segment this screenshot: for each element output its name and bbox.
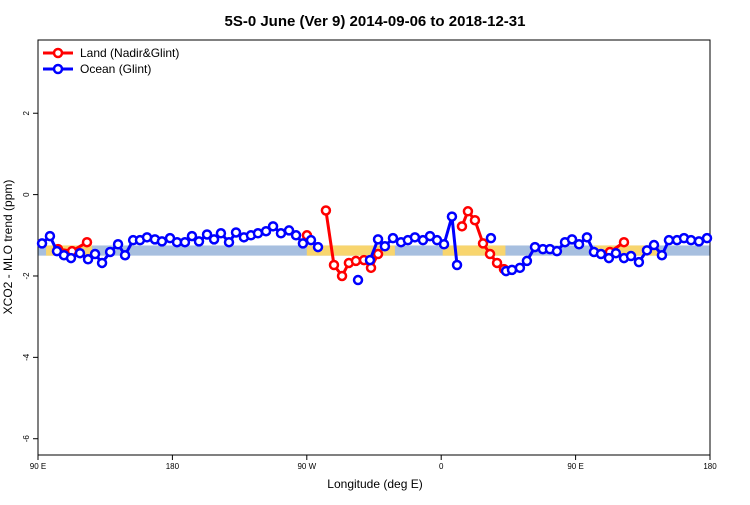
data-point xyxy=(610,247,622,259)
data-point xyxy=(551,245,563,257)
data-point xyxy=(186,230,198,242)
data-point xyxy=(446,211,458,222)
data-point xyxy=(328,259,340,271)
data-point xyxy=(223,236,235,248)
y-tick-label: 2 xyxy=(22,110,31,115)
x-tick-label: 180 xyxy=(166,462,180,471)
data-point xyxy=(283,225,295,236)
data-point xyxy=(36,238,48,249)
data-point xyxy=(260,225,272,237)
background-band xyxy=(595,245,660,256)
x-tick-label: 0 xyxy=(439,462,444,471)
x-tick-label: 90 E xyxy=(567,462,583,471)
data-point xyxy=(156,236,168,247)
data-point xyxy=(112,238,124,250)
legend-marker xyxy=(52,63,64,75)
data-point xyxy=(193,236,205,247)
data-point xyxy=(469,214,481,226)
data-point xyxy=(267,221,279,232)
x-tick-label: 90 W xyxy=(297,462,316,471)
data-point xyxy=(44,230,56,242)
x-tick-label: 90 E xyxy=(30,462,46,471)
data-point xyxy=(208,234,220,245)
data-point xyxy=(350,255,362,267)
data-point xyxy=(372,234,384,245)
data-point xyxy=(312,241,324,253)
data-point xyxy=(456,221,468,232)
data-point xyxy=(633,256,645,268)
data-point xyxy=(566,234,578,245)
data-point xyxy=(379,241,391,252)
x-axis-label: Longitude (deg E) xyxy=(327,477,422,491)
legend-label: Ocean (Glint) xyxy=(80,62,151,76)
data-point xyxy=(656,249,668,261)
data-point xyxy=(81,236,93,248)
data-point xyxy=(364,254,376,266)
data-point xyxy=(573,238,585,250)
data-point xyxy=(104,246,116,258)
x-tick-label: 180 xyxy=(703,462,717,471)
data-point xyxy=(477,238,489,249)
data-point xyxy=(603,252,615,264)
y-tick-label: 0 xyxy=(22,192,31,197)
data-point xyxy=(451,259,463,271)
data-point xyxy=(462,206,474,217)
data-point xyxy=(685,234,697,246)
data-point xyxy=(641,245,653,256)
data-point xyxy=(372,248,384,260)
data-point xyxy=(96,257,108,269)
data-point xyxy=(648,239,660,251)
data-point xyxy=(625,250,637,262)
data-point xyxy=(595,248,607,260)
data-point xyxy=(521,255,533,267)
data-point xyxy=(65,252,77,264)
data-point xyxy=(484,248,496,260)
data-point xyxy=(438,238,450,250)
data-point xyxy=(485,232,497,244)
data-point xyxy=(119,249,131,261)
data-point xyxy=(618,236,630,248)
y-tick-label: -2 xyxy=(22,272,31,280)
background-band xyxy=(306,245,395,256)
legend-label: Land (Nadir&Glint) xyxy=(80,46,179,60)
data-point xyxy=(74,247,86,259)
data-point xyxy=(215,228,227,239)
data-point xyxy=(387,232,399,244)
data-point xyxy=(89,248,101,260)
data-point xyxy=(275,228,287,239)
y-tick-label: -4 xyxy=(22,353,31,361)
data-point xyxy=(230,227,242,238)
data-point xyxy=(514,262,526,274)
data-point xyxy=(701,232,713,244)
chart-title: 5S-0 June (Ver 9) 2014-09-06 to 2018-12-… xyxy=(224,13,525,30)
background-band xyxy=(442,245,506,256)
y-tick-label: -6 xyxy=(22,435,31,443)
data-point xyxy=(693,236,705,247)
data-point xyxy=(320,205,332,216)
data-point xyxy=(663,234,675,246)
data-point xyxy=(252,228,264,239)
data-point xyxy=(179,236,191,248)
plot-frame xyxy=(37,39,711,456)
data-point xyxy=(305,234,317,246)
data-point xyxy=(297,238,309,249)
y-axis-label: XCO2 - MLO trend (ppm) xyxy=(1,180,15,315)
data-point xyxy=(581,232,593,243)
data-point xyxy=(290,230,302,241)
data-point xyxy=(82,254,94,265)
data-point xyxy=(352,274,364,286)
data-point xyxy=(491,257,503,269)
data-point xyxy=(201,229,213,240)
legend-marker xyxy=(52,47,64,59)
data-point xyxy=(409,232,421,243)
data-point xyxy=(336,270,348,282)
